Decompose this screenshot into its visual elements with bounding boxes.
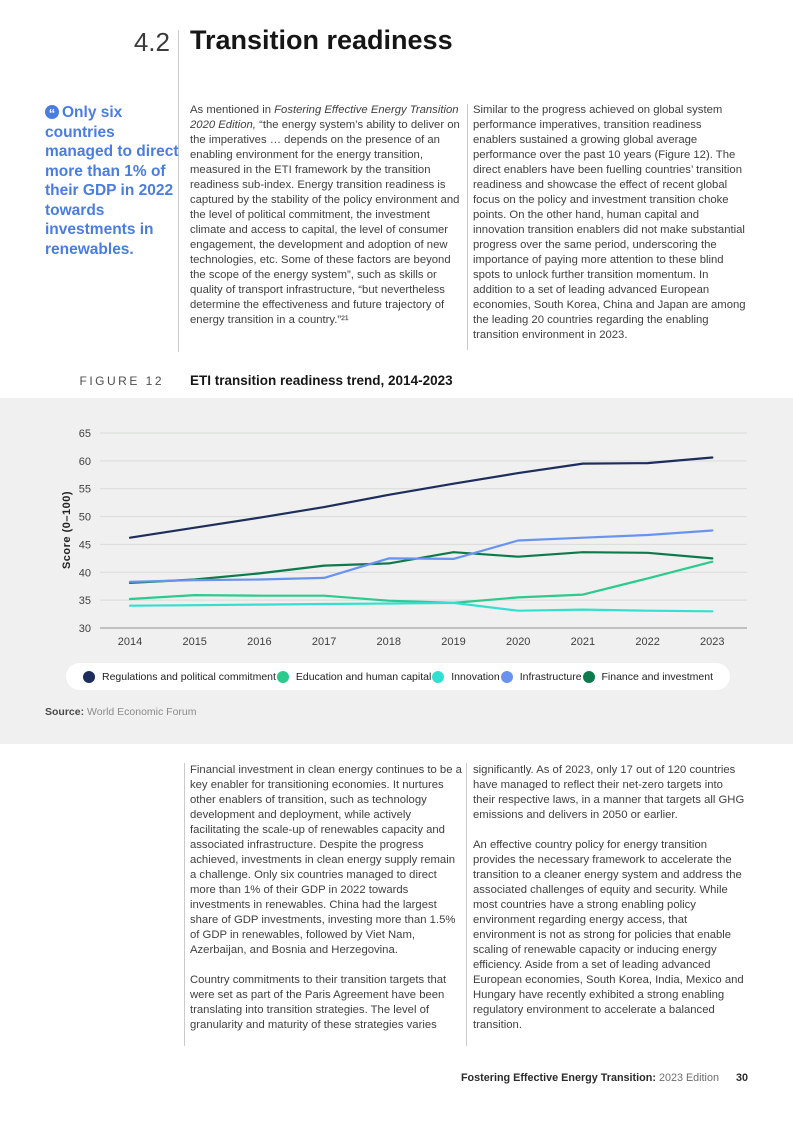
x-tick-label: 2018 [377, 636, 401, 648]
footer-book-title: Fostering Effective Energy Transition: [460, 1072, 656, 1084]
x-tick-label: 2017 [312, 636, 336, 648]
figure-12-chart: 30 35 40 45 50 55 60 65 2014 2015 2016 2017 2018 2019… [0, 398, 793, 744]
x-tick-label: 2023 [700, 636, 724, 648]
body-left-divider [184, 763, 185, 1046]
legend-dot-icon [276, 670, 289, 683]
body-paragraph: significantly. As of 2023, only 17 out o… [473, 764, 745, 821]
legend-dot-icon [500, 670, 513, 683]
y-tick-label: 40 [79, 567, 91, 579]
intro-rest: “the energy system’s ability to deliver … [190, 119, 460, 326]
figure-title: ETI transition readiness trend, 2014-202… [190, 373, 453, 388]
x-tick-label: 2016 [247, 636, 271, 648]
x-tick-label: 2022 [635, 636, 659, 648]
series-line-1 [128, 456, 714, 539]
legend-label: Infrastructure [519, 670, 582, 683]
legend-label: Innovation [451, 670, 500, 683]
intro-column-left: As mentioned in Fostering Effective Ener… [190, 103, 462, 343]
intro-column-divider [467, 104, 468, 350]
source-label: Source: [45, 706, 85, 718]
series-line-2 [128, 560, 714, 604]
legend-item: Infrastructure [500, 670, 582, 683]
x-tick-label: 2015 [182, 636, 206, 648]
legend-item: Regulations and political commitment [83, 670, 276, 683]
body-column-right: significantly. As of 2023, only 17 out o… [473, 763, 746, 1048]
pull-quote: “Only six countries managed to direct mo… [45, 103, 181, 259]
page-title: Transition readiness [190, 25, 453, 55]
legend-item: Innovation [432, 670, 500, 683]
series-line-5 [128, 551, 714, 584]
source-line: Source: World Economic Forum [45, 706, 197, 718]
legend-item: Finance and investment [582, 670, 713, 683]
source-text: World Economic Forum [87, 706, 197, 718]
legend-dot-icon [432, 670, 445, 683]
quote-icon: “ [45, 105, 59, 119]
legend-dot-icon [582, 670, 595, 683]
body-paragraph: Financial investment in clean energy con… [190, 764, 462, 956]
y-tick-label: 55 [79, 484, 91, 496]
y-axis-label: Score (0–100) [61, 491, 73, 569]
x-tick-label: 2021 [571, 636, 595, 648]
y-tick-label: 50 [79, 512, 91, 524]
intro-lead: As mentioned in [190, 104, 275, 116]
page-footer: Fostering Effective Energy Transition: 2… [461, 1072, 748, 1084]
footer-edition: 2023 Edition [658, 1072, 719, 1084]
section-number: 4.2 [133, 27, 170, 57]
legend-label: Education and human capital [295, 670, 432, 683]
y-tick-label: 60 [79, 456, 91, 468]
series-line-4 [128, 529, 714, 583]
y-tick-label: 45 [79, 539, 91, 551]
legend-dot-icon [83, 670, 95, 683]
x-tick-label: 2020 [506, 636, 530, 648]
y-tick-label: 30 [79, 623, 91, 635]
chart-legend: Regulations and political commitment Educ… [66, 663, 730, 690]
figure-label: FIGURE 12 [79, 374, 164, 388]
body-paragraph: Country commitments to their transition … [190, 974, 447, 1031]
intro-paragraph-right: Similar to the progress achieved on glob… [473, 104, 746, 341]
x-tick-label: 2019 [441, 636, 465, 648]
body-column-left: Financial investment in clean energy con… [190, 763, 462, 1048]
x-tick-label: 2014 [118, 636, 142, 648]
legend-item: Education and human capital [276, 670, 432, 683]
body-column-divider [466, 763, 467, 1046]
legend-label: Finance and investment [601, 670, 713, 683]
header-divider [178, 30, 179, 352]
line-chart: 30 35 40 45 50 55 60 65 2014 2015 2016 2017 2018 2019… [61, 428, 747, 648]
legend-label: Regulations and political commitment [102, 670, 276, 683]
y-tick-label: 65 [79, 428, 91, 440]
y-tick-label: 35 [79, 595, 91, 607]
footer-page-number: 30 [735, 1072, 748, 1084]
pull-quote-text: Only six countries managed to direct mor… [45, 104, 179, 258]
body-paragraph: An effective country policy for energy t… [473, 839, 744, 1031]
intro-citation: Fostering Effective Energy Transition 20… [190, 104, 459, 131]
intro-paragraph-left: As mentioned in Fostering Effective Ener… [190, 103, 462, 328]
intro-column-right: Similar to the progress achieved on glob… [473, 103, 746, 358]
series-line-3 [128, 601, 714, 613]
